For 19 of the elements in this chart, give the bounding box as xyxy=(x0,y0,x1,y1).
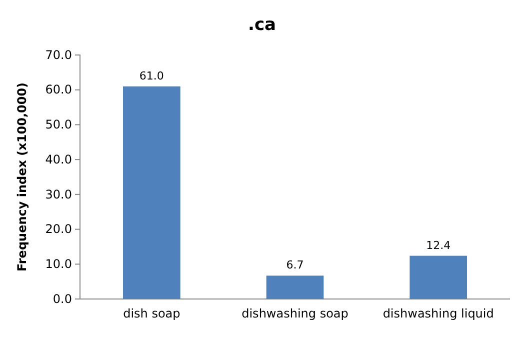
data-label: 6.7 xyxy=(286,258,304,272)
x-tick-label: dishwashing liquid xyxy=(382,306,494,321)
x-tick-label: dishwashing soap xyxy=(242,306,348,321)
y-tick-label: 10.0 xyxy=(45,256,72,271)
y-tick-label: 50.0 xyxy=(45,118,72,132)
y-tick-label: 20.0 xyxy=(45,222,72,236)
bar xyxy=(410,256,467,299)
y-tick-label: 40.0 xyxy=(45,152,72,166)
y-tick-label: 70.0 xyxy=(45,48,72,62)
y-tick-label: 30.0 xyxy=(45,187,72,202)
bar xyxy=(266,276,324,299)
x-tick-label: dish soap xyxy=(123,306,180,321)
data-label: 12.4 xyxy=(426,238,451,252)
y-axis-title: Frequency index (x100,000) xyxy=(15,82,29,272)
data-label: 61.0 xyxy=(139,69,164,82)
bar xyxy=(123,86,180,299)
y-tick-label: 60.0 xyxy=(45,82,72,97)
chart-title: .ca xyxy=(248,15,276,35)
y-tick-label: 0.0 xyxy=(52,292,72,306)
